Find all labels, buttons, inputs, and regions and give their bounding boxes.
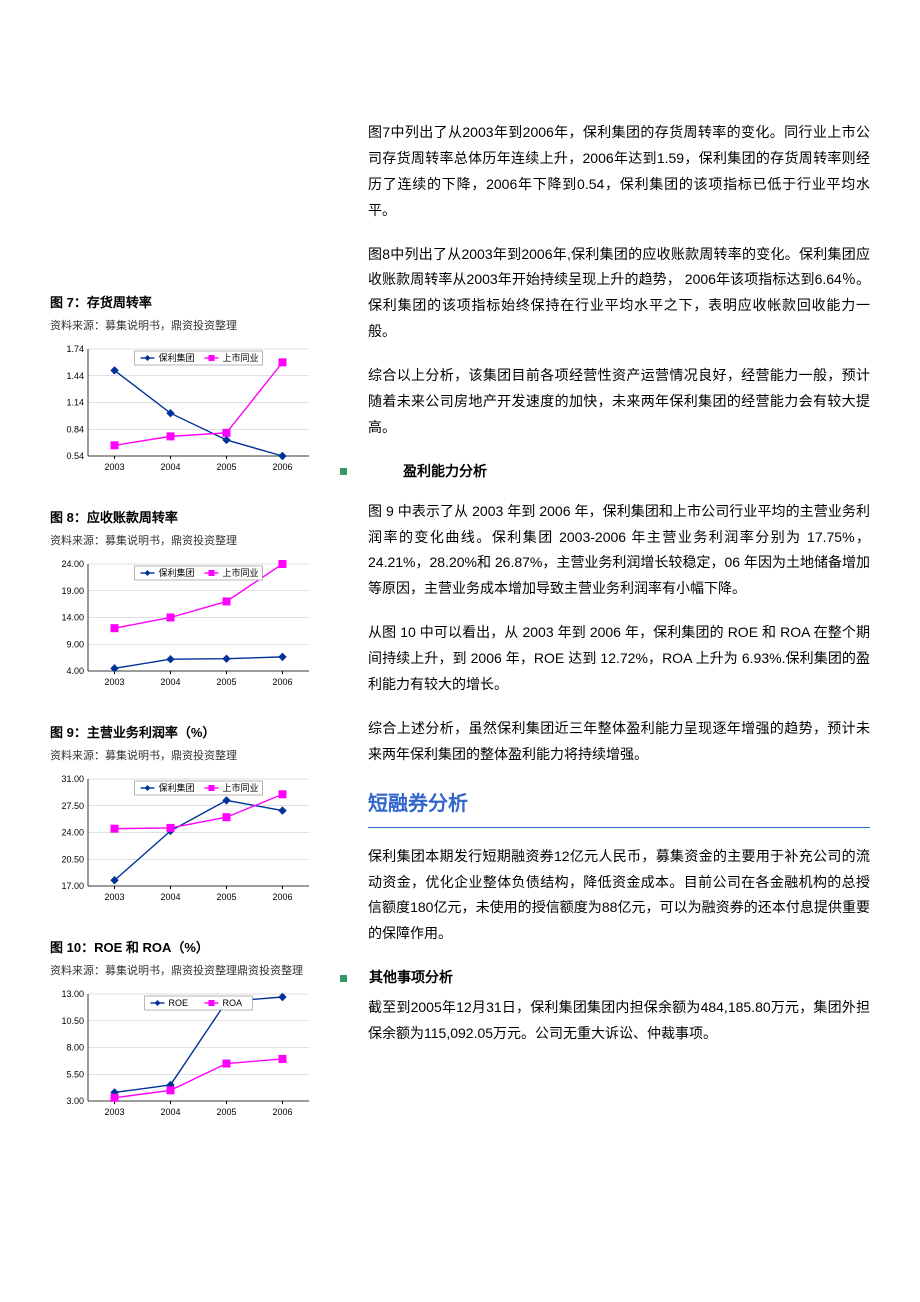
paragraph-5: 从图 10 中可以看出，从 2003 年到 2006 年，保利集团的 ROE 和…: [368, 620, 870, 698]
fig10-title: 图 10：ROE 和 ROA（%）: [50, 937, 340, 956]
svg-text:2005: 2005: [216, 1107, 236, 1117]
svg-text:保利集团: 保利集团: [159, 782, 195, 793]
section-other: 其他事项分析: [368, 965, 870, 991]
paragraph-4: 图 9 中表示了从 2003 年到 2006 年，保利集团和上市公司行业平均的主…: [368, 499, 870, 603]
body-column: 图7中列出了从2003年到2006年，保利集团的存货周转率的变化。同行业上市公司…: [368, 120, 870, 1152]
figure-8: 图 8：应收账款周转率 资料来源：募集说明书，鼎资投资整理 4.00 9.00 14…: [50, 507, 340, 696]
figure-9: 图 9：主营业务利润率（%） 资料来源：募集说明书，鼎资投资整理 17.00 20…: [50, 722, 340, 911]
svg-text:24.00: 24.00: [61, 559, 84, 569]
paragraph-3: 综合以上分析，该集团目前各项经营性资产运营情况良好，经营能力一般，预计随着未来公…: [368, 363, 870, 441]
section-title-profit: 盈利能力分析: [403, 459, 487, 485]
fig10-chart: 3.00 5.50 8.00 10.50 13.00 2003 2004 2005 2006 RO…: [50, 986, 315, 1121]
svg-text:2004: 2004: [160, 462, 180, 472]
svg-text:13.00: 13.00: [61, 989, 84, 999]
svg-text:2003: 2003: [105, 677, 125, 687]
fig9-chart: 17.00 20.50 24.00 27.50 31.00 2003 2004 2005 200…: [50, 771, 315, 906]
svg-text:上市同业: 上市同业: [223, 782, 259, 793]
svg-text:2006: 2006: [272, 892, 292, 902]
svg-text:上市同业: 上市同业: [223, 352, 259, 363]
svg-text:2003: 2003: [105, 1107, 125, 1117]
svg-text:14.00: 14.00: [61, 613, 84, 623]
svg-text:31.00: 31.00: [61, 774, 84, 784]
svg-text:10.50: 10.50: [61, 1016, 84, 1026]
svg-text:27.50: 27.50: [61, 801, 84, 811]
svg-text:0.84: 0.84: [66, 424, 84, 434]
fig7-chart: 0.54 0.84 1.14 1.44 1.74 2003 2004 2005 2006 保利集团…: [50, 341, 315, 476]
svg-text:2005: 2005: [216, 892, 236, 902]
svg-text:2004: 2004: [160, 677, 180, 687]
fig8-title: 图 8：应收账款周转率: [50, 507, 340, 526]
svg-text:4.00: 4.00: [66, 666, 84, 676]
svg-text:2005: 2005: [216, 677, 236, 687]
svg-text:2004: 2004: [160, 892, 180, 902]
svg-text:保利集团: 保利集团: [159, 352, 195, 363]
svg-text:1.14: 1.14: [66, 398, 84, 408]
paragraph-8: 截至到2005年12月31日，保利集团集团内担保余额为484,185.80万元，…: [368, 995, 870, 1047]
paragraph-2: 图8中列出了从2003年到2006年,保利集团的应收账款周转率的变化。保利集团应…: [368, 242, 870, 346]
svg-text:1.74: 1.74: [66, 344, 84, 354]
svg-text:上市同业: 上市同业: [223, 567, 259, 578]
svg-text:8.00: 8.00: [66, 1043, 84, 1053]
page-layout: 图 7：存货周转率 资料来源：募集说明书，鼎资投资整理 0.54 0.84 1.14…: [50, 120, 870, 1152]
svg-text:5.50: 5.50: [66, 1069, 84, 1079]
svg-text:24.00: 24.00: [61, 828, 84, 838]
fig10-source: 资料来源：募集说明书，鼎资投资整理鼎资投资整理: [50, 962, 340, 978]
svg-text:ROA: ROA: [223, 998, 243, 1008]
svg-text:9.00: 9.00: [66, 639, 84, 649]
svg-text:17.00: 17.00: [61, 881, 84, 891]
svg-text:2006: 2006: [272, 1107, 292, 1117]
fig8-chart: 4.00 9.00 14.00 19.00 24.00 2003 2004 2005 2006 保…: [50, 556, 315, 691]
svg-text:2004: 2004: [160, 1107, 180, 1117]
figures-column: 图 7：存货周转率 资料来源：募集说明书，鼎资投资整理 0.54 0.84 1.14…: [50, 120, 340, 1152]
svg-text:3.00: 3.00: [66, 1096, 84, 1106]
fig9-source: 资料来源：募集说明书，鼎资投资整理: [50, 747, 340, 763]
svg-text:20.50: 20.50: [61, 854, 84, 864]
bullet-icon: [340, 975, 347, 982]
paragraph-6: 综合上述分析，虽然保利集团近三年整体盈利能力呈现逐年增强的趋势，预计未来两年保利…: [368, 716, 870, 768]
fig8-source: 资料来源：募集说明书，鼎资投资整理: [50, 532, 340, 548]
svg-text:2006: 2006: [272, 677, 292, 687]
svg-text:19.00: 19.00: [61, 586, 84, 596]
svg-text:保利集团: 保利集团: [159, 567, 195, 578]
h2-rule: [368, 827, 870, 828]
fig7-title: 图 7：存货周转率: [50, 292, 340, 311]
svg-text:0.54: 0.54: [66, 451, 84, 461]
paragraph-7: 保利集团本期发行短期融资券12亿元人民币，募集资金的主要用于补充公司的流动资金，…: [368, 844, 870, 948]
fig9-title: 图 9：主营业务利润率（%）: [50, 722, 340, 741]
bullet-icon: [340, 468, 347, 475]
svg-text:ROE: ROE: [169, 998, 189, 1008]
svg-text:2006: 2006: [272, 462, 292, 472]
svg-text:2003: 2003: [105, 462, 125, 472]
section-profitability: 盈利能力分析: [368, 459, 870, 485]
h2-shortbond: 短融券分析: [368, 786, 870, 823]
figure-7: 图 7：存货周转率 资料来源：募集说明书，鼎资投资整理 0.54 0.84 1.14…: [50, 292, 340, 481]
paragraph-1: 图7中列出了从2003年到2006年，保利集团的存货周转率的变化。同行业上市公司…: [368, 120, 870, 224]
svg-text:2005: 2005: [216, 462, 236, 472]
svg-text:1.44: 1.44: [66, 371, 84, 381]
fig7-source: 资料来源：募集说明书，鼎资投资整理: [50, 317, 340, 333]
section-title-other: 其他事项分析: [369, 965, 453, 991]
figure-10: 图 10：ROE 和 ROA（%） 资料来源：募集说明书，鼎资投资整理鼎资投资整…: [50, 937, 340, 1126]
svg-text:2003: 2003: [105, 892, 125, 902]
